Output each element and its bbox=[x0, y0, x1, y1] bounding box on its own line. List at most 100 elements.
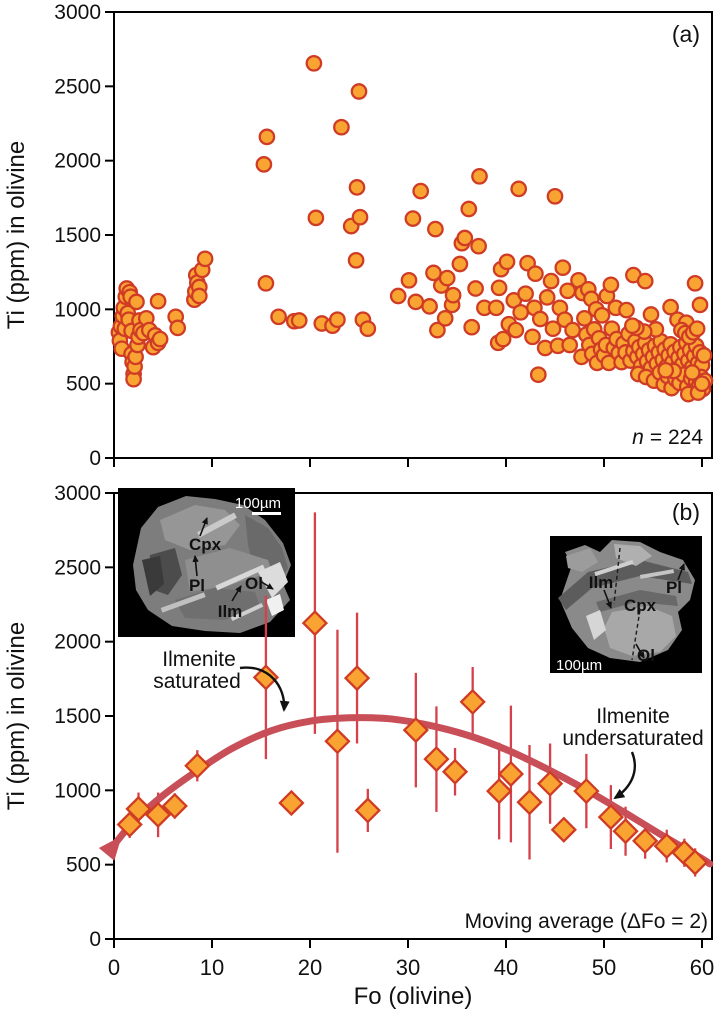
y-tick-label: 0 bbox=[89, 447, 101, 470]
scatter-point bbox=[128, 293, 145, 311]
sample-count-n: n bbox=[632, 426, 644, 449]
scatter-point bbox=[512, 303, 530, 321]
diamond-point bbox=[402, 716, 429, 744]
annotation-ilmenite-undersaturated: Ilmenite undersaturated bbox=[562, 705, 704, 800]
scatter-point bbox=[642, 306, 660, 323]
diamond-point bbox=[343, 664, 371, 692]
y-tick-label: 2000 bbox=[54, 631, 101, 654]
scatter-point bbox=[429, 321, 446, 339]
x-tick-labels: 0 10 20 30 40 50 60 bbox=[108, 955, 714, 980]
scatter-point bbox=[527, 265, 544, 283]
scatter-point bbox=[350, 83, 368, 100]
scatter-point bbox=[149, 292, 167, 310]
annotation-undersaturated-arrow bbox=[613, 751, 637, 800]
y-tick-label: 1500 bbox=[54, 705, 101, 728]
diamond-point bbox=[536, 770, 564, 797]
scatter-point bbox=[290, 312, 308, 329]
diamond-point bbox=[423, 745, 450, 773]
scatter-point bbox=[258, 128, 276, 146]
panel-b-y-axis-title: Ti (ppm) in olivine bbox=[3, 622, 30, 811]
y-tick-label: 3000 bbox=[54, 482, 101, 505]
panel-a-y-axis-title: Ti (ppm) in olivine bbox=[3, 141, 30, 330]
y-tick-label: 2500 bbox=[54, 556, 101, 579]
diamond-point bbox=[441, 758, 469, 785]
scatter-point bbox=[561, 336, 579, 354]
scatter-point bbox=[544, 320, 562, 338]
scatter-point bbox=[529, 366, 547, 384]
inset-right-sem-image: 100µm Ilm Cpx Pl Ol bbox=[550, 536, 702, 677]
panel-b-label: (b) bbox=[672, 499, 700, 525]
x-tick-label: 40 bbox=[494, 955, 518, 980]
panel-a: 0 500 1000 1500 2000 2500 3000 (a) n = 224 Ti (… bbox=[3, 1, 714, 470]
scatter-point bbox=[564, 321, 581, 339]
inset-right-label-ol: Ol bbox=[637, 646, 655, 665]
inset-left-label-pl: Pl bbox=[189, 576, 205, 595]
diamond-point bbox=[161, 792, 188, 820]
y-tick-label: 1000 bbox=[54, 779, 101, 802]
scatter-point bbox=[636, 272, 654, 290]
moving-average-path bbox=[98, 714, 714, 868]
scatter-point bbox=[510, 180, 528, 198]
diamond-point bbox=[301, 609, 329, 637]
y-tick-label: 2500 bbox=[54, 75, 101, 98]
diamond-point bbox=[597, 803, 624, 831]
annotation-ilmenite-saturated: Ilmenite saturated bbox=[153, 648, 290, 712]
scatter-point bbox=[255, 156, 273, 173]
annotation-saturated-arrow bbox=[239, 666, 290, 712]
scatter-point bbox=[531, 310, 549, 328]
annotation-saturated-line2: saturated bbox=[153, 670, 241, 693]
scatter-point bbox=[348, 179, 366, 196]
diamond-point bbox=[184, 752, 211, 779]
scatter-point bbox=[412, 182, 430, 200]
diamond-point bbox=[324, 728, 351, 755]
x-tick-label: 0 bbox=[108, 955, 120, 980]
diamond-point bbox=[252, 664, 280, 691]
diamond-point bbox=[144, 801, 172, 828]
scatter-point bbox=[471, 167, 488, 185]
scatter-point bbox=[593, 306, 611, 324]
scatter-point bbox=[444, 286, 462, 304]
scatter-point bbox=[624, 317, 641, 335]
scatter-point bbox=[538, 289, 556, 306]
inset-right-label-pl: Pl bbox=[666, 578, 682, 597]
inset-right-label-ilm: Ilm bbox=[589, 573, 614, 592]
scatter-point bbox=[693, 375, 711, 393]
scatter-point bbox=[404, 210, 422, 227]
y-tick-label: 3000 bbox=[54, 1, 101, 24]
scatter-point bbox=[494, 330, 512, 348]
scatter-point bbox=[542, 272, 560, 290]
x-tick-label: 20 bbox=[298, 955, 322, 980]
scatter-point bbox=[451, 255, 469, 273]
diamond-point bbox=[354, 797, 381, 824]
annotation-undersaturated-line1: Ilmenite bbox=[596, 705, 670, 728]
diamond-point bbox=[632, 827, 659, 855]
x-tick-label: 30 bbox=[396, 955, 420, 980]
annotation-saturated-line1: Ilmenite bbox=[162, 648, 236, 671]
sample-count-label: n = 224 bbox=[632, 426, 703, 449]
diamond-point bbox=[497, 760, 525, 788]
scatter-point bbox=[490, 279, 508, 297]
scatter-point bbox=[359, 320, 377, 338]
diamond-point bbox=[612, 818, 639, 845]
x-tick-label: 50 bbox=[592, 955, 616, 980]
diamond-point bbox=[573, 777, 600, 805]
diamond-point bbox=[682, 849, 709, 876]
scatter-point bbox=[460, 200, 478, 218]
scatter-point bbox=[662, 298, 679, 316]
panel-b-diamonds bbox=[116, 609, 709, 876]
scatter-point bbox=[688, 320, 706, 338]
scatter-point bbox=[427, 220, 444, 238]
inset-left-label-ol: Ol bbox=[245, 574, 263, 593]
scatter-point bbox=[307, 209, 325, 227]
scatter-point bbox=[498, 253, 516, 271]
scatter-point bbox=[151, 330, 169, 348]
panel-a-frame bbox=[113, 11, 713, 459]
inset-left-scale-label: 100µm bbox=[235, 495, 281, 512]
diamond-point bbox=[486, 777, 513, 805]
scatter-point bbox=[691, 296, 709, 314]
scatter-point bbox=[467, 280, 484, 297]
diamond-point bbox=[459, 688, 486, 716]
x-axis-title: Fo (olivine) bbox=[354, 983, 473, 1010]
